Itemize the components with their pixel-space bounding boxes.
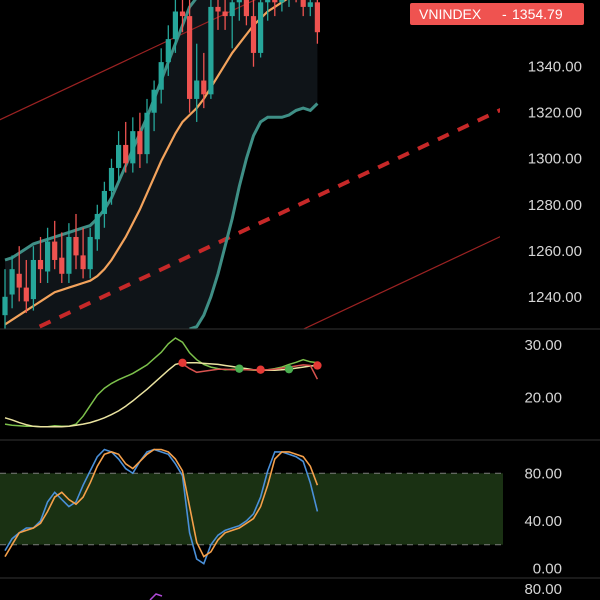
last-price-badge-bg: [410, 3, 584, 25]
channel-upper-line: [0, 0, 257, 121]
candle-body: [179, 11, 186, 17]
stochastic-series-line-1: [4, 448, 319, 558]
signal-dot: [256, 365, 265, 374]
candle-body: [272, 0, 278, 3]
candle-body: [172, 11, 178, 40]
candle-body: [80, 255, 86, 270]
candle-body: [250, 16, 257, 53]
bollinger-basis-line: [4, 0, 288, 326]
candle-body: [130, 131, 136, 164]
candle-body: [151, 89, 157, 113]
candle-body: [116, 144, 122, 168]
bottom-series-line: [149, 593, 163, 600]
candle-body: [87, 236, 93, 270]
candle-body: [59, 257, 65, 274]
symbol-label: VNINDEX: [419, 6, 482, 22]
candle-body: [187, 16, 193, 99]
indicator-panel[interactable]: [4, 337, 322, 428]
price-tick-label: 1240.00: [528, 289, 582, 306]
bottom-panel[interactable]: [149, 593, 163, 600]
price-tick-label: 1300.00: [528, 151, 582, 168]
signal-dot: [284, 364, 294, 374]
candle-body: [23, 287, 29, 302]
stochastic-band-fill: [0, 473, 503, 545]
stochastic-tick-label: 40.00: [524, 513, 562, 530]
candle-body: [194, 80, 200, 99]
price-tick-label: 1260.00: [528, 243, 582, 260]
signal-dot: [235, 364, 244, 373]
candle-body: [314, 2, 320, 33]
candle-body: [52, 241, 58, 260]
candle-body: [201, 80, 207, 95]
candle-body: [165, 39, 171, 63]
bollinger-lower-line: [189, 102, 319, 329]
stochastic-tick-label: 0.00: [533, 560, 562, 577]
candle-body: [158, 62, 164, 90]
price-panel[interactable]: [0, 0, 520, 490]
candle-body: [222, 11, 228, 17]
last-price-badge: VNINDEX -1354.79: [410, 3, 584, 25]
candle-body: [123, 144, 129, 164]
candle-body: [73, 236, 79, 256]
candle-body: [279, 0, 285, 3]
bottom-tick-label: 80.00: [524, 581, 562, 598]
candle-body: [9, 269, 15, 295]
candle-body: [208, 6, 214, 95]
badge-separator: -: [502, 6, 507, 22]
last-price-label: 1354.79: [512, 6, 563, 22]
candle-body: [144, 112, 150, 155]
candle-body: [108, 167, 115, 191]
channel-mid-line: [29, 108, 500, 329]
price-tick-label: 1320.00: [528, 105, 582, 122]
candle-body: [236, 0, 242, 3]
candle-body: [37, 259, 44, 270]
candle-body: [265, 0, 271, 3]
indicator-tick-label: 30.00: [524, 337, 562, 354]
price-axis[interactable]: 1340.00 1320.00 1300.00 1280.00 1260.00 1240.…: [410, 3, 584, 598]
signal-dot: [313, 361, 322, 370]
indicator-series-line-0: [4, 337, 318, 428]
stochastic-panel[interactable]: [0, 448, 503, 565]
indicator-series-line-1: [4, 362, 318, 428]
candle-body: [45, 241, 51, 272]
price-tick-label: 1280.00: [528, 197, 582, 214]
candle-body: [215, 6, 221, 12]
candle-body: [258, 2, 264, 53]
candle-body: [101, 190, 107, 214]
stochastic-tick-label: 80.00: [524, 465, 562, 482]
indicator-tick-label: 20.00: [524, 390, 562, 407]
signal-dot: [178, 358, 187, 368]
candle-body: [300, 0, 306, 7]
channel-lower-line: [302, 236, 500, 329]
candle-body: [66, 236, 72, 274]
candle-body: [16, 273, 22, 288]
candle-body: [137, 131, 143, 155]
candle-body: [94, 213, 100, 240]
candle-body: [243, 0, 249, 17]
price-tick-label: 1340.00: [528, 59, 582, 76]
indicator-series-line-2: [182, 363, 319, 380]
candle-body: [2, 296, 8, 316]
candle-body: [30, 259, 36, 300]
candle-body: [307, 2, 313, 7]
candle-body: [229, 2, 235, 17]
